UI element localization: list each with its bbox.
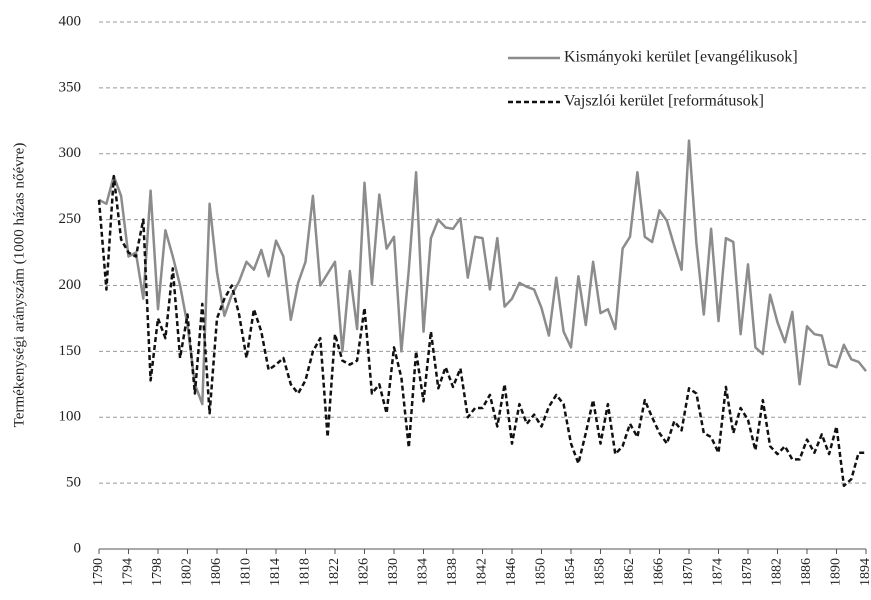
- y-tick-label: 150: [59, 343, 82, 359]
- legend-label: Kismányoki kerület [evangélikusok]: [564, 49, 798, 66]
- x-tick-label: 1882: [770, 558, 785, 586]
- series-line: [98, 139, 867, 406]
- y-tick-label: 200: [59, 277, 82, 293]
- x-tick-label: 1842: [475, 558, 490, 586]
- y-tick-label: 250: [59, 211, 82, 227]
- x-tick-label: 1886: [799, 558, 814, 586]
- x-tick-label: 1890: [829, 558, 844, 586]
- y-tick-label: 50: [66, 475, 81, 491]
- x-tick-label: 1878: [740, 558, 755, 586]
- x-tick-label: 1866: [652, 558, 667, 586]
- x-tick-label: 1822: [327, 558, 342, 586]
- x-tick-label: 1858: [593, 558, 608, 586]
- x-tick-label: 1818: [298, 558, 313, 586]
- x-tick-label: 1798: [150, 558, 165, 586]
- x-tick-label: 1846: [504, 558, 519, 586]
- x-tick-label: 1894: [858, 558, 871, 586]
- y-tick-label: 0: [74, 540, 82, 556]
- y-axis-label: Termékenységi arányszám (1000 házas nőév…: [11, 143, 27, 428]
- y-tick-label: 300: [59, 145, 82, 161]
- x-tick-label: 1810: [239, 558, 254, 586]
- x-tick-label: 1874: [711, 558, 726, 586]
- x-tick-label: 1850: [534, 558, 549, 586]
- x-tick-label: 1802: [180, 558, 195, 586]
- x-tick-label: 1790: [91, 558, 106, 586]
- x-tick-label: 1830: [386, 558, 401, 586]
- series-line: [97, 174, 866, 488]
- x-tick-label: 1870: [681, 558, 696, 586]
- x-tick-label: 1806: [209, 558, 224, 586]
- y-tick-label: 100: [59, 409, 82, 425]
- x-tick-label: 1826: [357, 558, 372, 586]
- x-tick-label: 1814: [268, 558, 283, 586]
- x-tick-label: 1838: [445, 558, 460, 586]
- x-tick-label: 1794: [121, 558, 136, 586]
- y-tick-label: 350: [59, 79, 82, 95]
- x-tick-label: 1834: [416, 558, 431, 586]
- x-tick-label: 1862: [622, 558, 637, 586]
- legend-label: Vajszlói kerület [reformátusok]: [564, 93, 764, 110]
- x-tick-label: 1854: [563, 558, 578, 586]
- y-tick-label: 400: [59, 13, 82, 29]
